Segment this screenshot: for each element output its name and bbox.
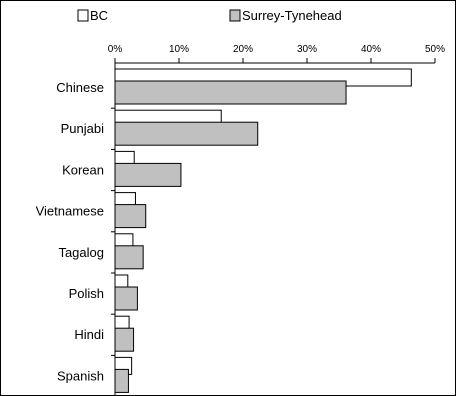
legend-swatch-bc (77, 9, 89, 22)
bar-surrey-tynehead (114, 162, 182, 187)
legend-label-surrey-tynehead: Surrey-Tynehead (242, 8, 342, 23)
category-label: Spanish (57, 368, 104, 383)
x-tick-label: 40% (361, 44, 381, 55)
bar-surrey-tynehead (114, 286, 138, 311)
x-tick-label: 0% (108, 44, 123, 55)
x-tick-label: 50% (425, 44, 445, 55)
legend-label-bc: BC (90, 8, 108, 23)
bar-surrey-tynehead (114, 121, 259, 146)
legend-swatch-surrey-tynehead (229, 9, 241, 22)
x-tick-label: 30% (297, 44, 317, 55)
bars (114, 68, 412, 393)
legend: BC Surrey-Tynehead (77, 8, 342, 23)
category-label: Punjabi (61, 121, 104, 136)
bar-surrey-tynehead (114, 245, 144, 270)
x-axis: 0% 10% 20% 30% 40% 50% (108, 44, 445, 64)
category-label: Tagalog (58, 245, 104, 260)
category-label: Korean (62, 162, 104, 177)
category-labels: Chinese Punjabi Korean Vietnamese Tagalog Pol… (36, 80, 115, 383)
category-label: Vietnamese (36, 204, 104, 219)
category-label: Hindi (74, 327, 104, 342)
x-tick-label: 20% (233, 44, 253, 55)
category-label: Polish (69, 286, 104, 301)
x-tick-label: 10% (169, 44, 189, 55)
bar-surrey-tynehead (114, 368, 129, 393)
bar-surrey-tynehead (114, 80, 347, 105)
bar-surrey-tynehead (114, 327, 135, 352)
bar-surrey-tynehead (114, 204, 147, 229)
category-label: Chinese (56, 80, 104, 95)
